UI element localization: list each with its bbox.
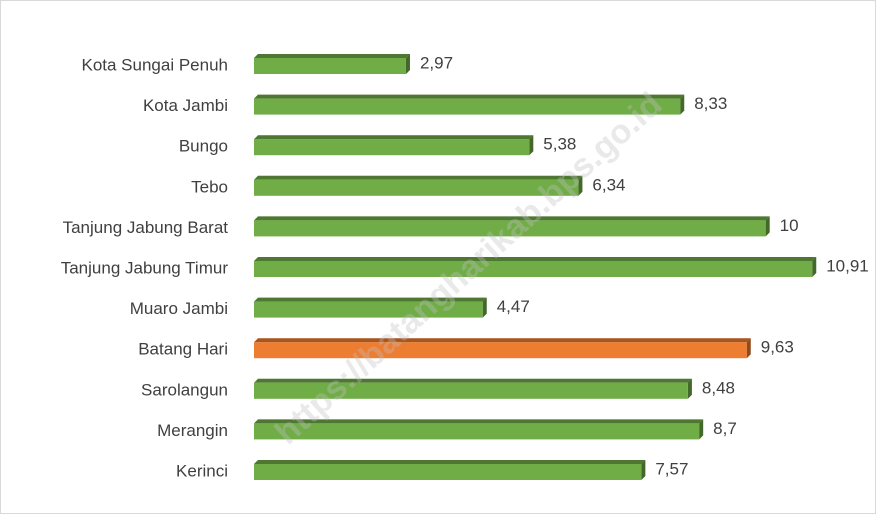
bar-top-shade	[254, 338, 751, 343]
bar-top	[254, 460, 646, 464]
bar-side-shade	[482, 297, 487, 318]
value-label: 8,7	[713, 419, 737, 438]
bar-side-shade	[405, 54, 410, 74]
bar-top	[254, 297, 487, 302]
bar-top	[254, 54, 410, 58]
bar	[254, 220, 766, 237]
value-label: 2,97	[420, 53, 453, 72]
bar	[254, 423, 700, 440]
bar	[254, 464, 642, 480]
bar-side	[687, 378, 692, 399]
bar-side	[482, 297, 487, 318]
category-label: Muaro Jambi	[130, 299, 228, 318]
bar	[254, 301, 483, 318]
category-label: Kerinci	[176, 461, 228, 480]
bar	[254, 382, 688, 399]
bar-side	[680, 94, 685, 115]
bar	[254, 342, 747, 359]
bar	[254, 261, 813, 277]
bar-top-shade	[254, 135, 534, 140]
bar-top-shade	[254, 54, 410, 58]
category-label: Batang Hari	[138, 340, 228, 359]
bar-top	[254, 175, 583, 180]
bar-side-shade	[578, 175, 583, 196]
bar-top	[254, 419, 704, 424]
bar-side	[765, 216, 770, 237]
bar-top-shade	[254, 257, 817, 261]
bar	[254, 139, 530, 156]
value-label: 8,33	[694, 94, 727, 113]
bar-top-shade	[254, 297, 487, 302]
bar-top	[254, 94, 685, 99]
value-label: 6,34	[592, 175, 625, 194]
category-label: Tanjung Jabung Timur	[61, 258, 229, 277]
bar-side-shade	[812, 257, 817, 277]
bar-side	[699, 419, 704, 440]
bar-side-shade	[765, 216, 770, 237]
value-label: 10	[780, 216, 799, 235]
bar-side-shade	[699, 419, 704, 440]
category-label: Kota Sungai Penuh	[81, 55, 228, 74]
category-label: Merangin	[157, 421, 228, 440]
category-label: Tanjung Jabung Barat	[63, 218, 229, 237]
bar-top-shade	[254, 419, 704, 424]
bar-top-shade	[254, 175, 583, 180]
bar-side-shade	[680, 94, 685, 115]
bar-side-shade	[641, 460, 646, 480]
category-label: Bungo	[179, 137, 228, 156]
bar	[254, 98, 681, 115]
bar-side-shade	[687, 378, 692, 399]
bar-top-shade	[254, 460, 646, 464]
bar-top	[254, 257, 817, 261]
value-label: 9,63	[761, 338, 794, 357]
bar-top	[254, 216, 770, 221]
value-label: 5,38	[543, 135, 576, 154]
bar-side	[746, 338, 751, 359]
bar-side	[578, 175, 583, 196]
bar-top	[254, 378, 692, 383]
bar-top-shade	[254, 94, 685, 99]
value-label: 10,91	[826, 256, 869, 275]
value-label: 7,57	[655, 459, 688, 478]
bar-side	[529, 135, 534, 156]
bar-side-shade	[529, 135, 534, 156]
bar-side	[641, 460, 646, 480]
bar-top-shade	[254, 378, 692, 383]
value-label: 8,48	[702, 378, 735, 397]
bar-side	[812, 257, 817, 277]
bar-side-shade	[746, 338, 751, 359]
category-label: Sarolangun	[141, 380, 228, 399]
bar-top	[254, 135, 534, 140]
bar	[254, 58, 406, 74]
value-label: 4,47	[497, 297, 530, 316]
bar	[254, 179, 579, 196]
bar-side	[405, 54, 410, 74]
bar-top-shade	[254, 216, 770, 221]
category-label: Tebo	[191, 177, 228, 196]
category-label: Kota Jambi	[143, 96, 228, 115]
bar-top	[254, 338, 751, 343]
